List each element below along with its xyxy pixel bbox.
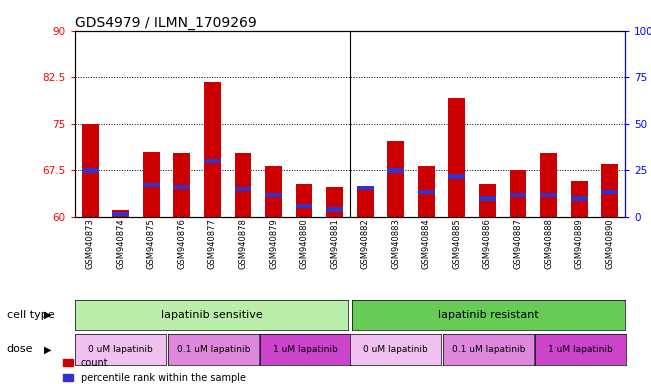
Text: 0 uM lapatinib: 0 uM lapatinib bbox=[88, 345, 153, 354]
Bar bbox=[265, 193, 282, 197]
Text: dose: dose bbox=[7, 344, 33, 354]
Bar bbox=[82, 168, 98, 172]
Bar bbox=[540, 153, 557, 217]
Bar bbox=[449, 98, 465, 217]
Text: 1 uM lapatinib: 1 uM lapatinib bbox=[547, 345, 613, 354]
Bar bbox=[204, 159, 221, 163]
Bar bbox=[357, 185, 374, 190]
Legend: count, percentile rank within the sample: count, percentile rank within the sample bbox=[63, 358, 246, 383]
Bar bbox=[113, 210, 129, 217]
Bar bbox=[387, 168, 404, 172]
Bar bbox=[204, 82, 221, 217]
Text: 0 uM lapatinib: 0 uM lapatinib bbox=[363, 345, 428, 354]
Bar bbox=[602, 190, 618, 194]
Bar bbox=[357, 188, 374, 217]
Bar bbox=[449, 174, 465, 179]
Bar bbox=[296, 184, 312, 217]
Bar bbox=[418, 166, 435, 217]
Bar bbox=[296, 204, 312, 208]
Text: GDS4979 / ILMN_1709269: GDS4979 / ILMN_1709269 bbox=[75, 16, 256, 30]
Bar bbox=[479, 196, 496, 200]
Bar bbox=[510, 193, 527, 197]
Text: ▶: ▶ bbox=[44, 344, 51, 354]
Bar bbox=[234, 153, 251, 217]
Bar bbox=[326, 207, 343, 212]
Bar bbox=[143, 152, 159, 217]
Text: ▶: ▶ bbox=[44, 310, 51, 320]
Text: cell type: cell type bbox=[7, 310, 54, 320]
Text: 1 uM lapatinib: 1 uM lapatinib bbox=[273, 345, 337, 354]
Bar bbox=[479, 184, 496, 217]
Bar bbox=[143, 182, 159, 187]
Bar bbox=[540, 193, 557, 197]
Text: 0.1 uM lapatinib: 0.1 uM lapatinib bbox=[452, 345, 525, 354]
Bar bbox=[387, 141, 404, 217]
Bar bbox=[510, 170, 527, 217]
Bar bbox=[113, 212, 129, 216]
Bar bbox=[82, 124, 98, 217]
Bar bbox=[571, 196, 587, 200]
Text: 0.1 uM lapatinib: 0.1 uM lapatinib bbox=[176, 345, 250, 354]
Bar bbox=[571, 181, 587, 217]
Bar bbox=[173, 185, 190, 189]
Bar bbox=[326, 187, 343, 217]
Text: lapatinib resistant: lapatinib resistant bbox=[438, 310, 539, 320]
Bar bbox=[418, 190, 435, 194]
Text: lapatinib sensitive: lapatinib sensitive bbox=[161, 310, 262, 320]
Bar bbox=[602, 164, 618, 217]
Bar bbox=[173, 153, 190, 217]
Bar bbox=[234, 187, 251, 191]
Bar bbox=[265, 166, 282, 217]
